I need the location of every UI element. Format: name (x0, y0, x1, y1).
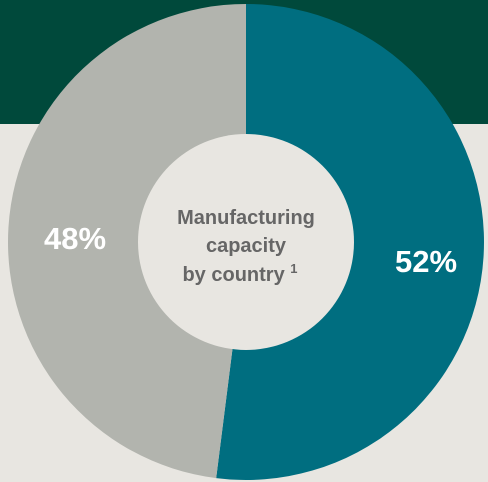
donut-slice-2 (7, 4, 247, 479)
center-title-footnote: 1 (290, 261, 297, 276)
center-title-line-2: capacity (206, 235, 287, 257)
center-title-line-1: Manufacturing (177, 207, 315, 229)
slice-label-secondary: 48% (44, 221, 106, 256)
donut-hole (138, 134, 354, 350)
slice-label-primary: 52% (395, 244, 457, 279)
center-title: Manufacturing capacity by country 1 (177, 207, 315, 286)
center-title-line-3-text: by country (182, 264, 285, 286)
center-title-line-3: by country 1 (182, 261, 297, 286)
